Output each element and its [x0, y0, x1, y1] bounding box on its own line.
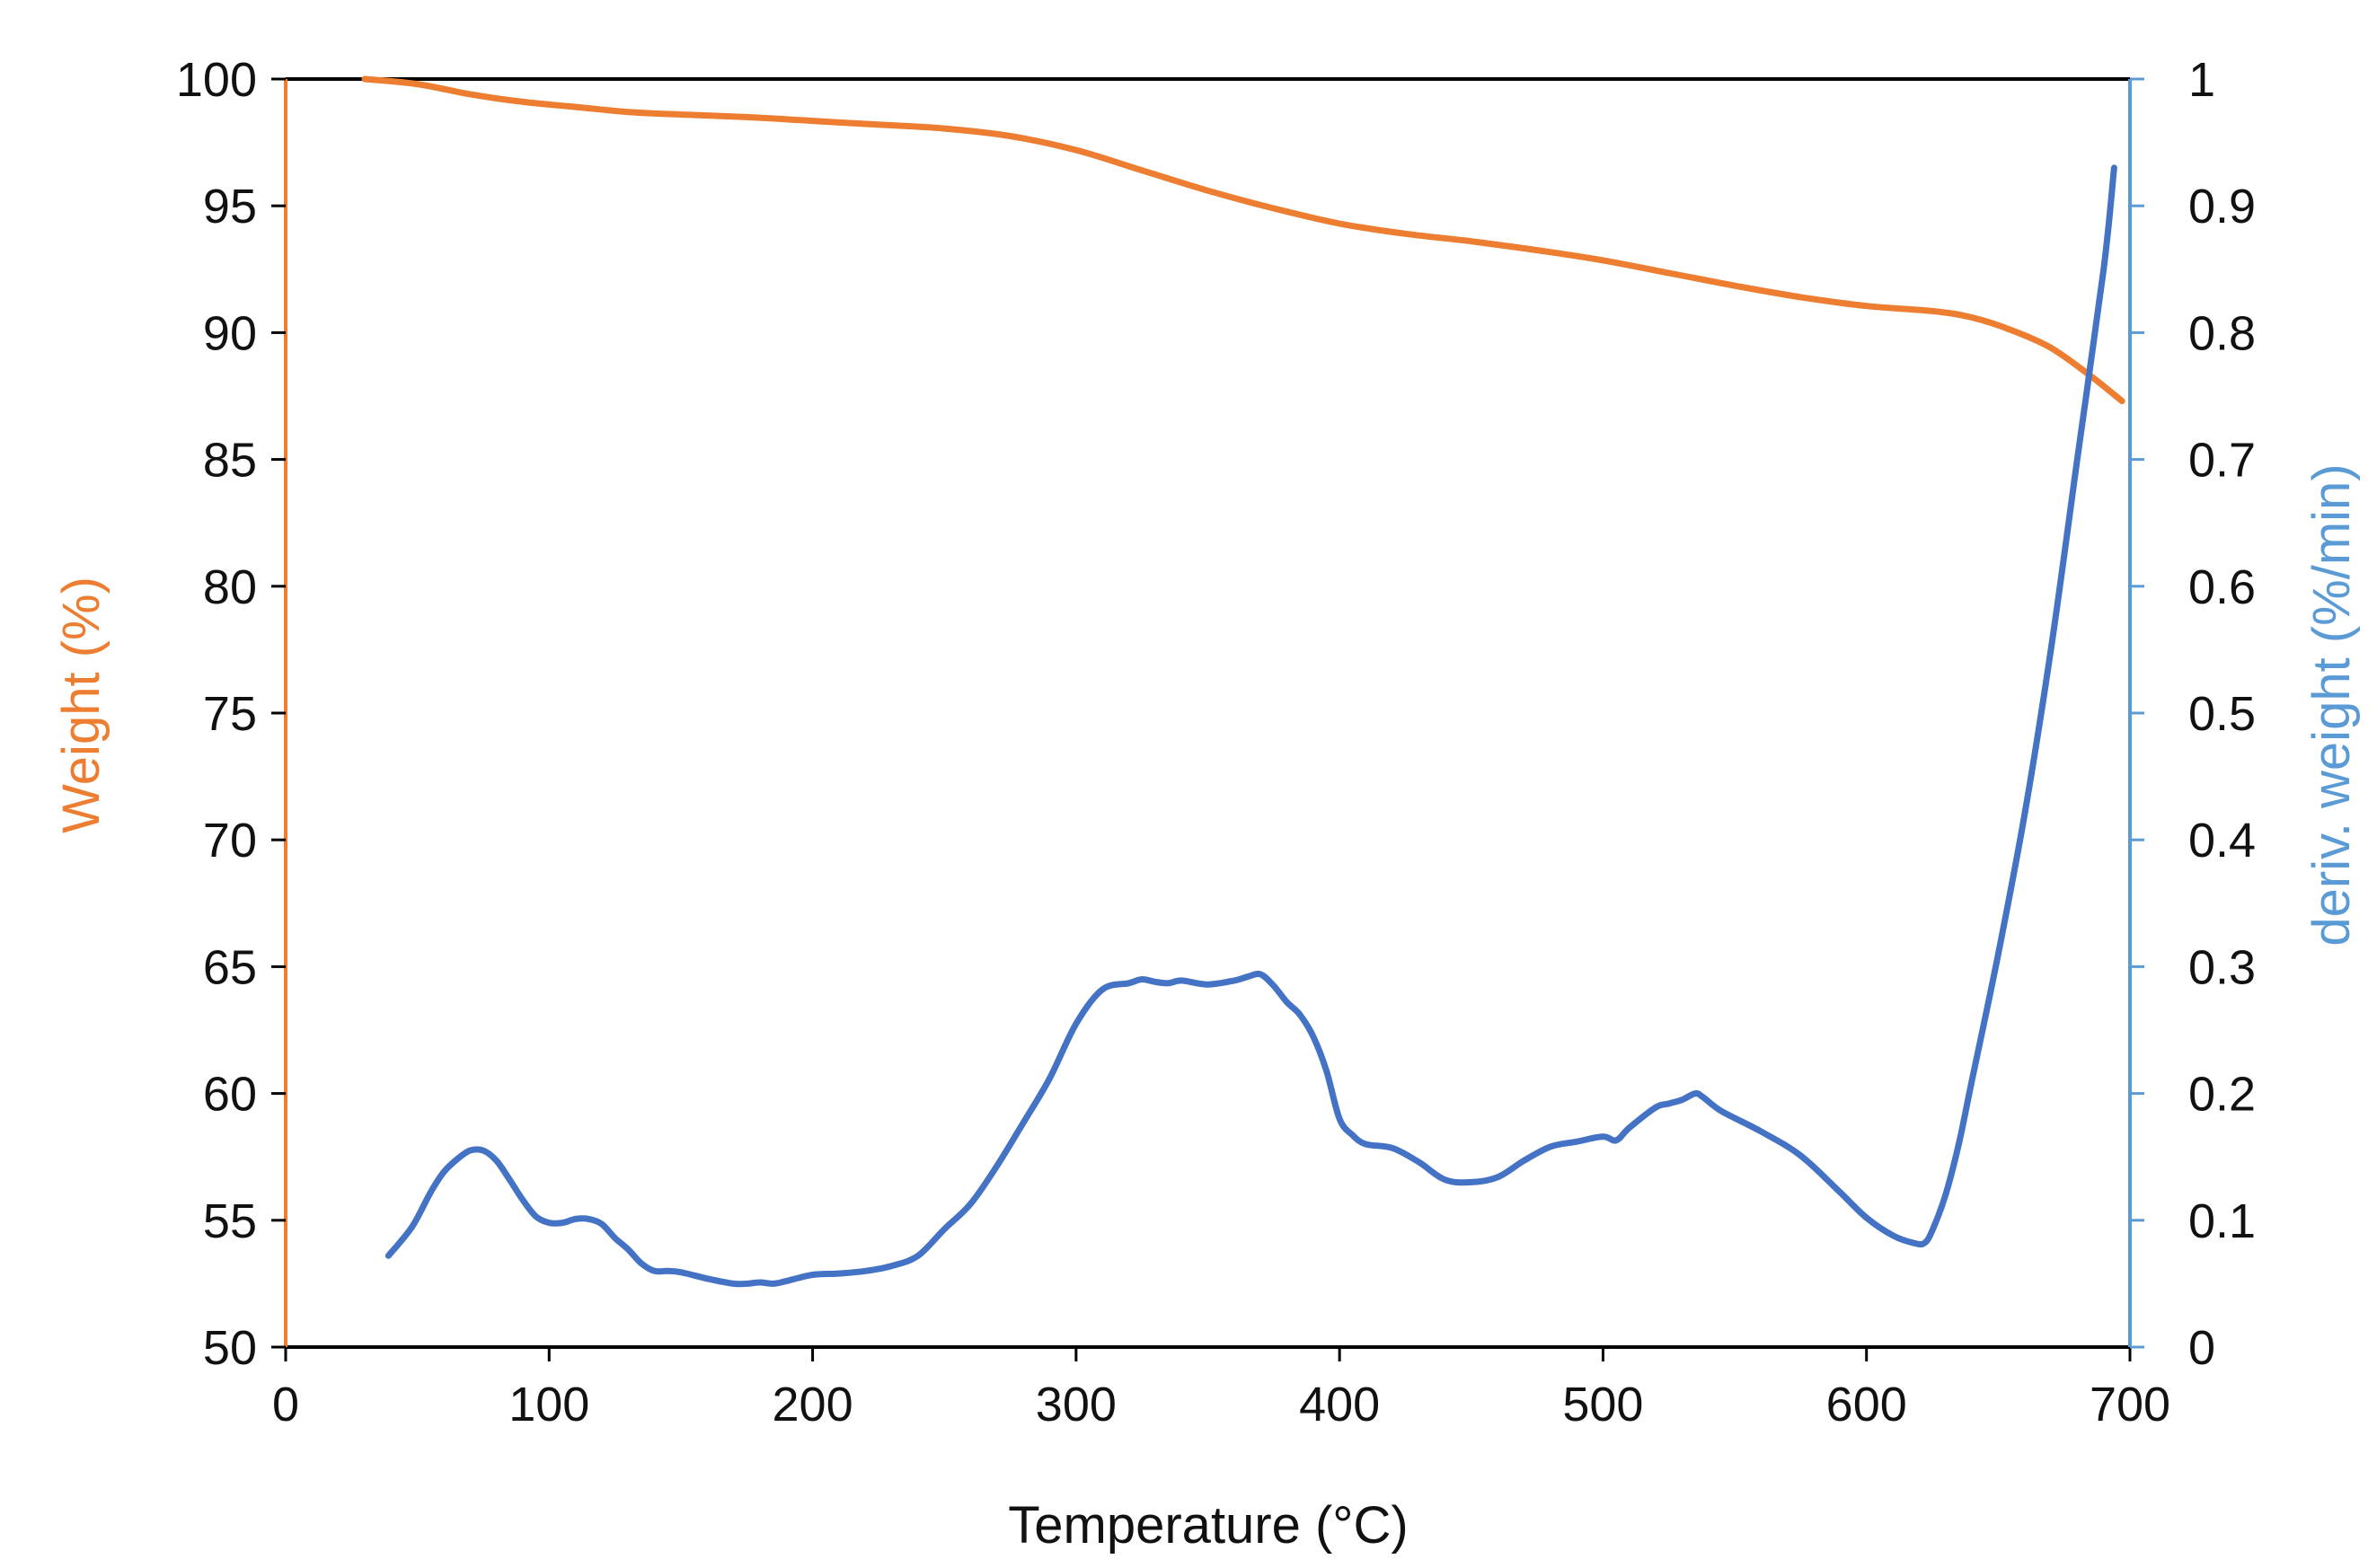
left-y-tick-label: 75 [203, 687, 257, 741]
x-tick-label: 300 [1036, 1378, 1117, 1431]
right-y-tick-label: 0.1 [2188, 1194, 2256, 1248]
x-tick-label: 500 [1562, 1378, 1643, 1431]
left-y-tick-label: 70 [203, 814, 257, 868]
x-tick-label: 100 [508, 1378, 589, 1431]
left-y-tick-label: 95 [203, 180, 257, 233]
right-y-tick-label: 0.6 [2188, 560, 2256, 614]
x-axis-title: Temperature (°C) [1008, 1496, 1408, 1555]
right-y-axis-title: deriv. weight (%/min) [2302, 463, 2361, 946]
x-tick-label: 0 [272, 1378, 299, 1431]
weight-series-line [361, 75, 2125, 405]
x-tick-label: 600 [1826, 1378, 1907, 1431]
right-y-tick-label: 0.9 [2188, 180, 2256, 233]
left-y-tick-label: 60 [203, 1068, 257, 1122]
plot-frame [284, 77, 2132, 1349]
left-y-tick-label: 90 [203, 306, 257, 360]
x-axis-ticks: 0 100 200 300 400 500 600 700 [272, 1347, 2170, 1431]
x-tick-label: 200 [773, 1378, 853, 1431]
right-y-tick-label: 0.2 [2188, 1068, 2256, 1122]
left-y-tick-label: 50 [203, 1321, 257, 1375]
right-y-tick-label: 0.8 [2188, 306, 2256, 360]
x-tick-label: 700 [2090, 1378, 2170, 1431]
right-y-tick-label: 1 [2188, 53, 2215, 107]
series-layer [361, 75, 2125, 1288]
right-y-axis-ticks: 0 0.1 0.2 0.3 0.4 0.5 0.6 0.7 0.8 0.9 1 [2130, 53, 2256, 1375]
right-y-tick-label: 0.4 [2188, 814, 2256, 868]
right-y-tick-label: 0.5 [2188, 687, 2256, 741]
left-y-axis-title: Weight (%) [52, 577, 110, 833]
left-y-tick-label: 85 [203, 434, 257, 488]
right-y-tick-label: 0 [2188, 1321, 2215, 1375]
left-y-tick-label: 80 [203, 560, 257, 614]
right-y-tick-label: 0.7 [2188, 434, 2256, 488]
right-y-tick-label: 0.3 [2188, 940, 2256, 994]
left-y-axis-ticks: 50 55 60 65 70 75 80 85 90 95 100 [176, 53, 286, 1375]
deriv-weight-series-line [384, 164, 2117, 1288]
left-y-tick-label: 100 [176, 53, 257, 107]
left-y-tick-label: 55 [203, 1194, 257, 1248]
left-y-tick-label: 65 [203, 940, 257, 994]
x-tick-label: 400 [1299, 1378, 1380, 1431]
